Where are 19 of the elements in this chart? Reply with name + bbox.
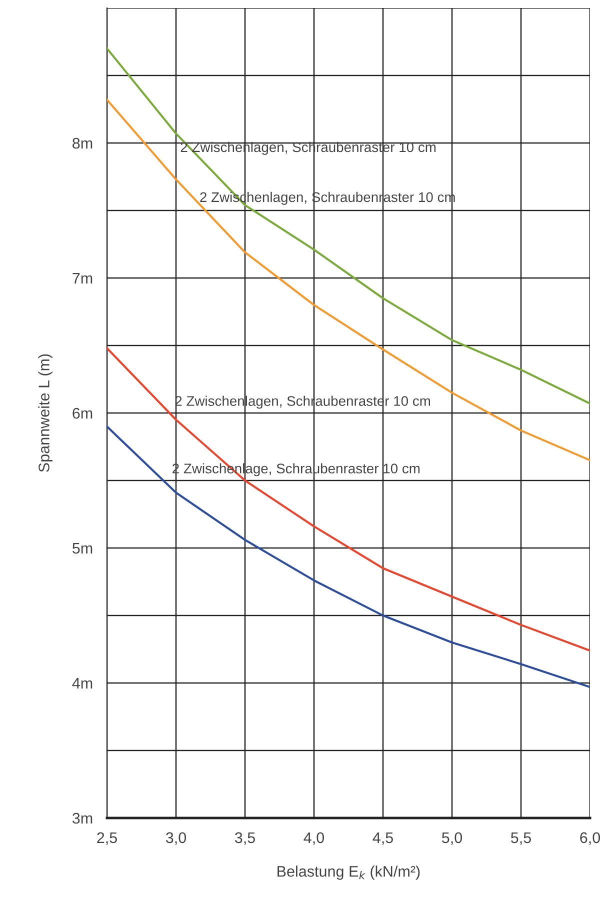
y-tick-label: 4m [72,678,92,689]
line-series [107,347,590,652]
x-axis-title: Belastung E$_{k}$ (kN/m²) [278,866,420,880]
x-tick-label: 6,0 [580,832,600,845]
y-axis-title: Spannweite L (m) [38,354,52,472]
y-tick-label: 7m [72,273,92,284]
x-tick-label: 4,0 [304,832,324,845]
line-series [107,425,590,688]
x-tick-label: 5,0 [442,832,462,845]
x-tick-label: 4,5 [372,832,393,845]
line-series [107,98,590,462]
y-tick-label: 8m [72,138,92,149]
x-tick-label: 5,5 [510,832,531,845]
x-tick-label: 2,5 [97,832,117,845]
x-tick-label: 3,5 [234,832,255,845]
y-tick-label: 5m [72,543,92,554]
y-tick-label: 6m [72,408,92,419]
x-tick-label: 3,0 [166,832,186,845]
y-tick-label: 3m [72,812,92,824]
